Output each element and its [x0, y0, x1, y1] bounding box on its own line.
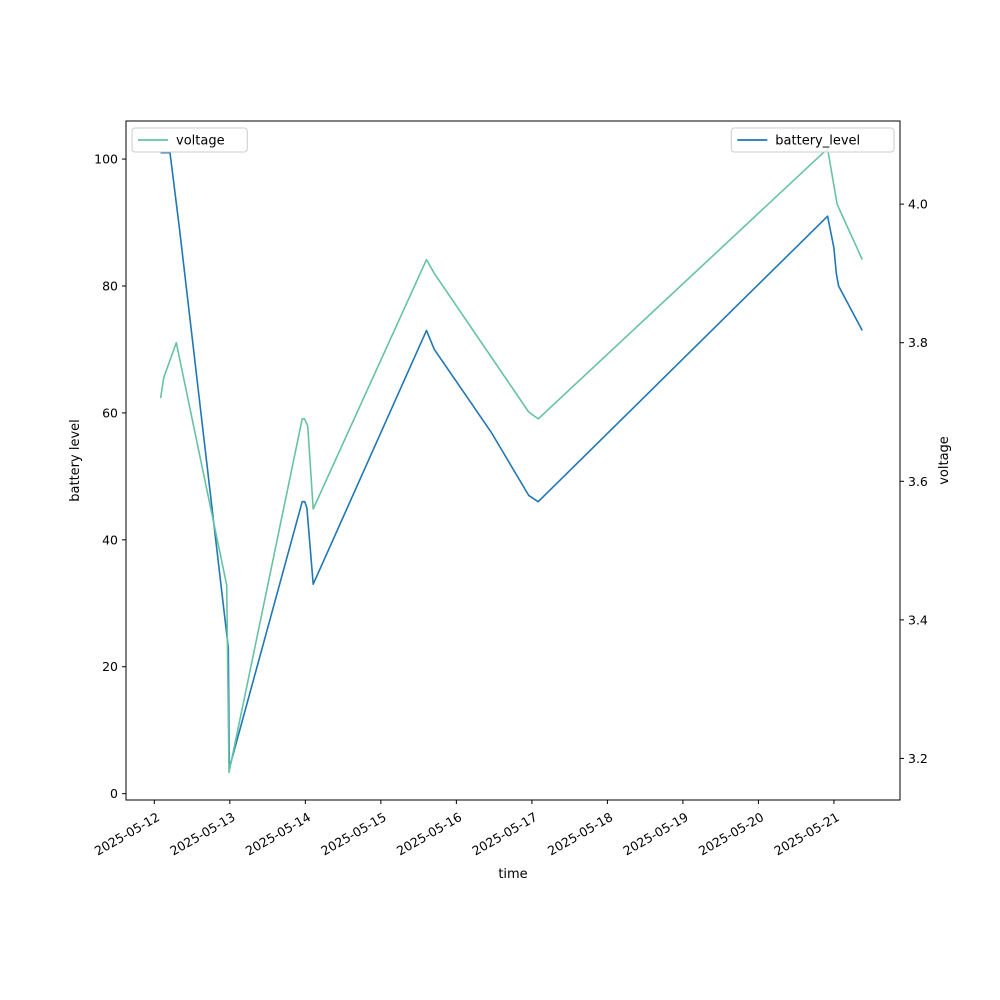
- y-left-tick-label: 60: [102, 405, 118, 420]
- x-axis-title: time: [498, 867, 527, 882]
- y-left-tick-label: 0: [110, 786, 118, 801]
- y-left-tick-label: 100: [94, 152, 118, 167]
- y-left-tick-label: 80: [102, 278, 118, 293]
- legends: battery_level voltage: [131, 127, 895, 153]
- legend-label: battery_level: [775, 134, 860, 149]
- y-right-tick-label: 3.6: [908, 474, 928, 489]
- y-axis-right-title: voltage: [937, 436, 952, 485]
- series-layer: [159, 147, 863, 774]
- plot-frame: [125, 120, 901, 801]
- legend-box: [730, 127, 895, 153]
- legend-box: [131, 127, 248, 153]
- y-left-tick-label: 20: [102, 659, 118, 674]
- y-right-tick-label: 3.2: [908, 751, 928, 766]
- legend-voltage: voltage: [131, 127, 248, 153]
- y-right-tick-label: 3.8: [908, 335, 928, 350]
- y-axis-right: 3.2 3.4 3.6 3.8 4.0: [900, 197, 928, 766]
- y-axis-left-title: battery level: [68, 419, 83, 502]
- legend-label: voltage: [176, 134, 225, 149]
- y-right-tick-label: 4.0: [908, 197, 928, 212]
- y-right-tick-label: 3.4: [908, 612, 928, 627]
- legend-battery-level: battery_level: [730, 127, 895, 153]
- series-line-voltage: [159, 147, 863, 774]
- series-line-battery-level: [160, 151, 863, 770]
- y-axis-left: 0 20 40 60 80 100: [94, 152, 126, 801]
- y-left-tick-label: 40: [102, 532, 118, 547]
